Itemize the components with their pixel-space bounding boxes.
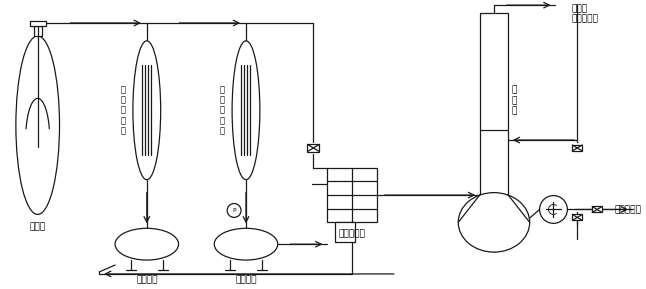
Text: 水环真空泵: 水环真空泵 xyxy=(339,230,366,239)
Bar xyxy=(307,144,319,151)
Bar xyxy=(335,222,355,242)
Circle shape xyxy=(539,196,567,223)
Text: 一级受槽: 一级受槽 xyxy=(136,275,158,284)
Text: 氯甲烷回收: 氯甲烷回收 xyxy=(571,14,598,23)
Bar xyxy=(30,21,46,26)
Ellipse shape xyxy=(16,36,59,214)
Bar xyxy=(328,168,377,222)
Text: 二级受槽: 二级受槽 xyxy=(235,275,256,284)
Bar xyxy=(480,13,508,194)
Circle shape xyxy=(227,203,241,217)
Bar xyxy=(592,207,602,212)
Ellipse shape xyxy=(133,41,161,180)
Text: 二
级
冷
凝
器: 二 级 冷 凝 器 xyxy=(220,85,225,136)
Bar xyxy=(572,145,582,151)
Bar xyxy=(572,214,582,221)
Ellipse shape xyxy=(458,192,530,252)
Text: 去甲醇配料: 去甲醇配料 xyxy=(615,205,642,214)
Ellipse shape xyxy=(115,228,178,260)
Text: 去碱洗: 去碱洗 xyxy=(571,5,587,14)
Text: 水解釜: 水解釜 xyxy=(30,223,46,232)
Text: 水
洗
塔: 水 洗 塔 xyxy=(511,86,517,115)
Bar xyxy=(34,26,41,36)
Ellipse shape xyxy=(232,41,260,180)
Text: P: P xyxy=(233,208,236,213)
Ellipse shape xyxy=(214,228,278,260)
Text: 一
级
冷
凝
器: 一 级 冷 凝 器 xyxy=(121,85,125,136)
